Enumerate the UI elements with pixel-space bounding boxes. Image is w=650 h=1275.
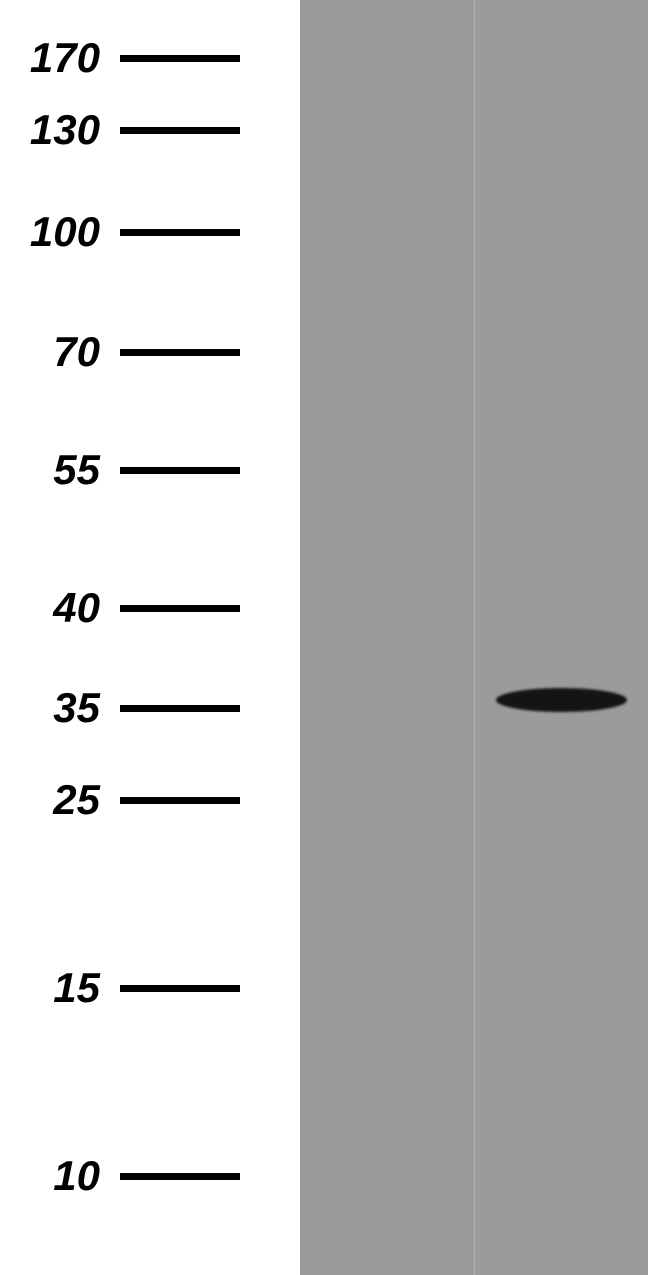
lane-2 (474, 0, 648, 1275)
mw-marker-label: 10 (0, 1152, 120, 1200)
mw-marker-row: 70 (0, 331, 240, 373)
mw-marker-row: 130 (0, 109, 240, 151)
mw-marker-row: 40 (0, 587, 240, 629)
mw-marker-tick (120, 705, 240, 712)
mw-marker-row: 100 (0, 211, 240, 253)
mw-marker-label: 70 (0, 328, 120, 376)
mw-marker-label: 170 (0, 34, 120, 82)
lane-container (300, 0, 648, 1275)
mw-marker-label: 25 (0, 776, 120, 824)
mw-marker-row: 55 (0, 449, 240, 491)
mw-marker-tick (120, 349, 240, 356)
mw-marker-row: 170 (0, 37, 240, 79)
western-blot-figure: 170 130 100 70 55 40 35 25 15 10 (0, 0, 650, 1275)
mw-marker-row: 35 (0, 687, 240, 729)
mw-marker-tick (120, 127, 240, 134)
mw-marker-tick (120, 797, 240, 804)
mw-marker-tick (120, 55, 240, 62)
mw-marker-row: 10 (0, 1155, 240, 1197)
protein-band (496, 688, 627, 712)
mw-marker-tick (120, 985, 240, 992)
mw-marker-label: 40 (0, 584, 120, 632)
mw-marker-label: 55 (0, 446, 120, 494)
mw-marker-tick (120, 1173, 240, 1180)
mw-marker-tick (120, 467, 240, 474)
mw-marker-row: 15 (0, 967, 240, 1009)
mw-marker-label: 35 (0, 684, 120, 732)
mw-marker-row: 25 (0, 779, 240, 821)
mw-marker-tick (120, 229, 240, 236)
lane-1 (300, 0, 474, 1275)
mw-marker-label: 130 (0, 106, 120, 154)
mw-marker-label: 15 (0, 964, 120, 1012)
mw-marker-label: 100 (0, 208, 120, 256)
mw-marker-tick (120, 605, 240, 612)
